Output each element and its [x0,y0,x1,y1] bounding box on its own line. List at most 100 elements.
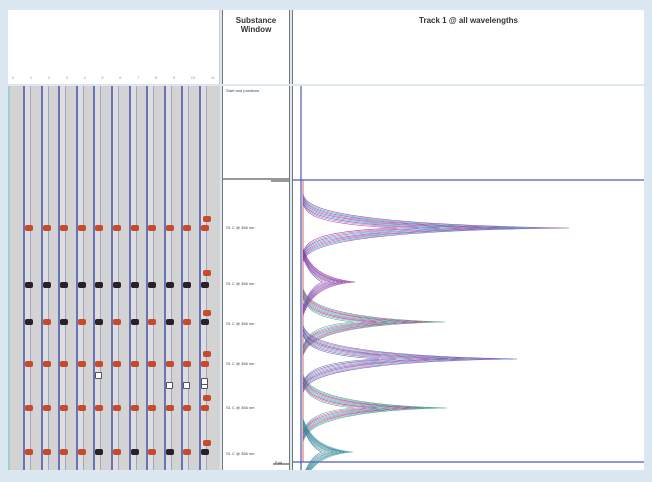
spot-marker [130,282,139,288]
spot-marker [42,449,51,455]
spot-marker [203,395,211,401]
spot-marker [148,449,157,455]
spot-marker [25,319,33,325]
spot-marker [165,405,174,411]
chromatogram-curve [302,200,462,256]
spot-marker [203,216,211,222]
spot-marker [60,361,69,367]
substance-window-header: Substance Window [222,10,290,84]
track-lane[interactable] [93,86,102,470]
chromatogram-curve [302,380,390,436]
spot-marker [113,225,121,231]
chromatogram-curve [302,330,449,388]
substance-window-title: Substance Window [235,16,277,35]
spot-marker [77,282,86,288]
ruler-number: 8 [155,75,158,80]
chromatogram-curve [302,199,484,257]
chromatogram-curve [302,203,398,253]
plot-header: Track 1 @ all wavelengths [292,10,644,84]
chromatogram-curve [302,376,424,440]
faint-spot-marker [165,382,173,389]
track-lane[interactable] [128,86,137,470]
spot-marker [183,405,192,411]
chromatogram-curve [302,196,527,260]
faint-spot-marker [201,378,208,385]
chromatogram-curve [302,255,331,309]
chromatogram-curve [302,424,334,470]
spot-marker [203,440,211,446]
chromatogram-curve [302,375,436,441]
chromatogram-curve [302,249,351,315]
spot-marker [165,282,174,288]
track-lane[interactable] [40,86,49,470]
track-lane[interactable] [146,86,155,470]
chromatogram-curve [302,325,518,393]
spot-marker [42,225,51,231]
ruler-number: 2 [47,75,50,80]
peak-label: S1 C @ 366 nm [226,361,255,366]
chromatogram-curve [302,421,342,470]
plot-title: Track 1 @ all wavelengths [419,16,518,25]
spot-marker [201,449,209,455]
ruler-number: 0 [12,75,15,80]
chromatogram-svg [293,86,644,470]
chromatogram-curve [302,418,354,470]
chromatogram-curve [302,291,411,353]
chromatogram-curve [302,331,431,387]
spot-marker [201,282,209,288]
track-lanes-panel[interactable] [8,86,220,470]
spot-marker [183,361,192,367]
chromatogram-curve [302,379,401,437]
spot-marker [183,319,192,325]
spot-marker [201,405,209,411]
chromatogram-curve [302,333,397,385]
spot-marker [165,225,174,231]
track-lane[interactable] [181,86,190,470]
track-lane[interactable] [23,86,31,470]
spot-marker [148,225,157,231]
track-lane[interactable] [199,86,207,470]
substance-window[interactable]: Start and positions S1 C @ 366 nm S1 C @ … [222,86,290,470]
spot-marker [165,449,174,455]
lane-ruler: 0 1 2 3 4 5 6 7 8 9 10 11 [12,75,215,80]
spot-marker [77,449,86,455]
track-lane[interactable] [58,86,67,470]
lanes-header: 0 1 2 3 4 5 6 7 8 9 10 11 [8,10,220,84]
chromatogram-curve [302,194,570,262]
start-positions-label: Start and positions [226,88,260,93]
chromatogram-curve [302,334,380,384]
ruler-number: 4 [83,75,86,80]
spot-marker [60,405,69,411]
chromatogram-curve [302,197,505,259]
spot-marker [25,225,33,231]
spot-marker [130,405,139,411]
chromatogram-curve [302,425,330,470]
spot-marker [201,361,209,367]
peak-label: S1 C @ 366 nm [226,281,255,286]
spot-marker [95,282,104,288]
ruler-number: 5 [101,75,104,80]
spot-marker [42,361,51,367]
chromatogram-curve [302,419,350,470]
ruler-number: 6 [119,75,122,80]
spot-marker [25,361,33,367]
spot-marker [95,405,104,411]
spot-marker [203,270,211,276]
ruler-number: 11 [210,75,215,80]
chromatogram-curve [302,382,367,434]
chromatogram-curve [302,289,434,355]
spot-marker [203,351,211,357]
track-lane[interactable] [163,86,172,470]
chromatogram-curve [302,420,346,470]
ruler-number: 7 [137,75,140,80]
spot-marker [60,282,69,288]
track-lane[interactable] [111,86,119,470]
spot-marker [95,449,104,455]
chromatogram-plot[interactable] [292,86,644,470]
spot-marker [77,225,86,231]
track-lane[interactable] [75,86,84,470]
spot-marker [130,225,139,231]
chromatogram-curve [302,327,483,391]
spot-marker [165,319,174,325]
chromatogram-curve [302,251,343,313]
